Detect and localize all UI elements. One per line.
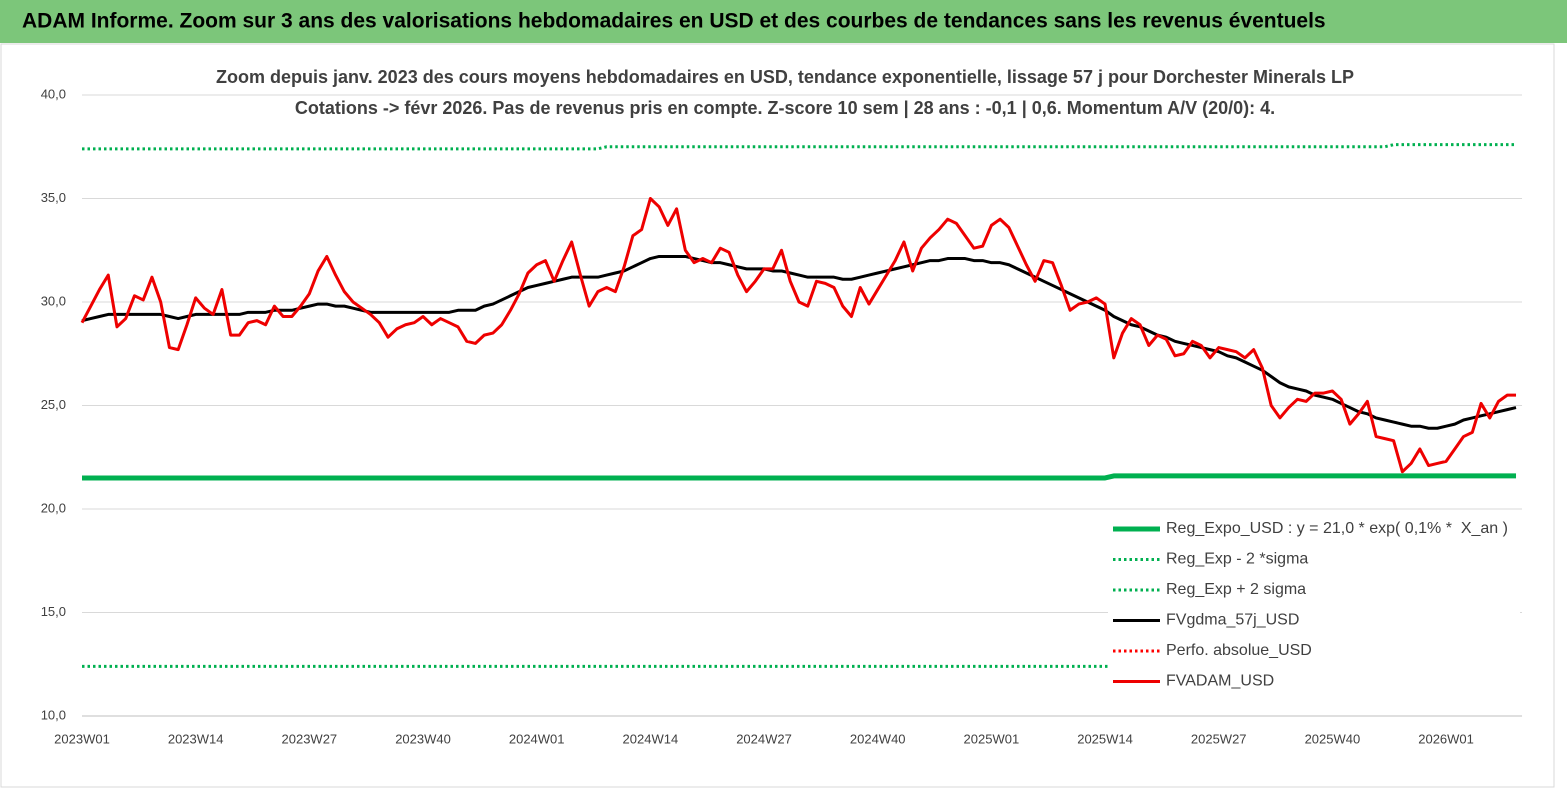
x-tick-label: 2024W14 bbox=[623, 731, 679, 746]
x-tick-label: 2023W14 bbox=[168, 731, 224, 746]
y-tick-label: 35,0 bbox=[41, 190, 66, 205]
series-line bbox=[80, 197, 1517, 474]
x-tick-label: 2024W40 bbox=[850, 731, 906, 746]
y-tick-label: 25,0 bbox=[41, 397, 66, 412]
chart-title: Zoom depuis janv. 2023 des cours moyens … bbox=[216, 67, 1354, 87]
x-tick-label: 2023W40 bbox=[395, 731, 451, 746]
x-tick-label: 2025W01 bbox=[964, 731, 1020, 746]
series-line bbox=[82, 143, 1517, 151]
x-tick-label: 2025W27 bbox=[1191, 731, 1247, 746]
y-tick-label: 30,0 bbox=[41, 293, 66, 308]
y-tick-label: 10,0 bbox=[41, 707, 66, 722]
header-title: ADAM Informe. Zoom sur 3 ans des valoris… bbox=[22, 10, 1326, 33]
series-line bbox=[81, 254, 1517, 430]
chart-frame bbox=[0, 43, 1555, 788]
chart-subtitle: Cotations -> févr 2026. Pas de revenus p… bbox=[295, 98, 1275, 118]
y-tick-label: 15,0 bbox=[41, 604, 66, 619]
legend-box bbox=[1108, 513, 1520, 702]
y-tick-label: 40,0 bbox=[41, 86, 66, 101]
x-tick-label: 2023W01 bbox=[54, 731, 110, 746]
x-tick-label: 2024W01 bbox=[509, 731, 565, 746]
legend-label: Reg_Exp - 2 *sigma bbox=[1166, 551, 1308, 568]
series-line bbox=[82, 473, 1517, 481]
x-tick-label: 2026W01 bbox=[1418, 731, 1474, 746]
legend-label: Perfo. absolue_USD bbox=[1166, 642, 1312, 659]
x-tick-label: 2024W27 bbox=[736, 731, 792, 746]
x-tick-label: 2025W40 bbox=[1305, 731, 1361, 746]
x-tick-label: 2023W27 bbox=[282, 731, 338, 746]
legend-label: FVADAM_USD bbox=[1166, 673, 1274, 690]
y-tick-label: 20,0 bbox=[41, 500, 66, 515]
header-band bbox=[0, 0, 1567, 43]
x-tick-label: 2025W14 bbox=[1077, 731, 1133, 746]
legend-label: FVgdma_57j_USD bbox=[1166, 612, 1299, 629]
legend-label: Reg_Exp + 2 sigma bbox=[1166, 581, 1306, 598]
legend-label: Reg_Expo_USD : y = 21,0 * exp( 0,1% * X_… bbox=[1166, 520, 1508, 537]
